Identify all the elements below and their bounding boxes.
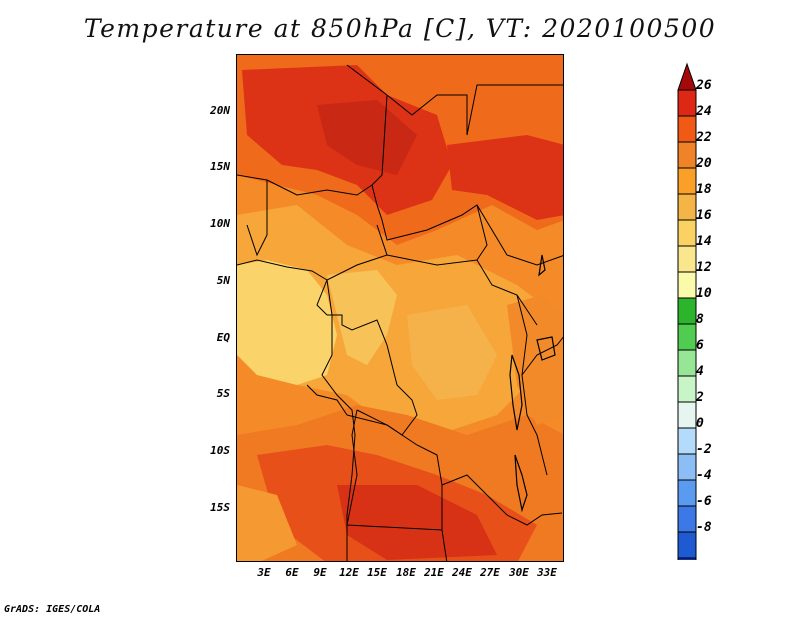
map-panel bbox=[236, 54, 564, 562]
lon-label-24e: 24E bbox=[452, 566, 472, 579]
colorbar-swatch bbox=[677, 115, 697, 143]
lon-label-18e: 18E bbox=[396, 566, 416, 579]
temp-south-core bbox=[337, 485, 497, 560]
colorbar-swatch bbox=[677, 453, 697, 481]
lon-label-33e: 33E bbox=[537, 566, 557, 579]
colorbar-label-2: 2 bbox=[696, 390, 704, 405]
lon-label-9e: 9E bbox=[313, 566, 327, 579]
colorbar-swatch bbox=[677, 375, 697, 403]
colorbar-swatch bbox=[677, 323, 697, 351]
colorbar-swatch bbox=[677, 557, 697, 560]
colorbar-swatch bbox=[677, 89, 697, 117]
colorbar-swatch bbox=[677, 271, 697, 299]
lat-label-5s: 5S bbox=[216, 387, 230, 400]
lon-label-15e: 15E bbox=[367, 566, 387, 579]
colorbar-swatch bbox=[677, 245, 697, 273]
colorbar-label-4: 4 bbox=[696, 364, 704, 379]
colorbar-label-12: 12 bbox=[696, 260, 712, 275]
lat-label-20n: 20N bbox=[210, 104, 230, 117]
lat-label-10n: 10N bbox=[210, 217, 230, 230]
lat-label-15s: 15S bbox=[210, 501, 230, 514]
colorbar-label-minus-8: -8 bbox=[696, 520, 712, 535]
country-borders bbox=[237, 64, 563, 561]
temperature-field bbox=[237, 55, 563, 561]
temp-coastal-cool bbox=[237, 260, 337, 385]
lon-label-6e: 6E bbox=[285, 566, 299, 579]
colorbar-swatch bbox=[677, 193, 697, 221]
colorbar-top-arrow bbox=[677, 62, 697, 91]
colorbar-swatch bbox=[677, 505, 697, 533]
colorbar-label-6: 6 bbox=[696, 338, 704, 353]
lat-label-eq: EQ bbox=[216, 331, 230, 344]
colorbar-label-minus-6: -6 bbox=[696, 494, 712, 509]
colorbar-swatch bbox=[677, 531, 697, 559]
lon-label-3e: 3E bbox=[257, 566, 271, 579]
lat-label-5n: 5N bbox=[216, 274, 230, 287]
colorbar-label-16: 16 bbox=[696, 208, 712, 223]
colorbar-swatch bbox=[677, 141, 697, 169]
colorbar-swatch bbox=[677, 219, 697, 247]
colorbar-label-22: 22 bbox=[696, 130, 712, 145]
colorbar-swatch bbox=[677, 401, 697, 429]
lon-label-30e: 30E bbox=[509, 566, 529, 579]
colorbar-label-18: 18 bbox=[696, 182, 712, 197]
lon-label-21e: 21E bbox=[424, 566, 444, 579]
colorbar-label-14: 14 bbox=[696, 234, 712, 249]
colorbar-label-0: 0 bbox=[696, 416, 704, 431]
colorbar-swatch bbox=[677, 479, 697, 507]
colorbar-label-20: 20 bbox=[696, 156, 712, 171]
temp-core-north bbox=[317, 100, 417, 175]
colorbar bbox=[677, 62, 697, 560]
temp-drc-warm bbox=[407, 305, 497, 400]
temp-core-northeast bbox=[447, 135, 563, 220]
colorbar-label-26: 26 bbox=[696, 78, 712, 93]
colorbar-label-24: 24 bbox=[696, 104, 712, 119]
colorbar-label-10: 10 bbox=[696, 286, 712, 301]
temp-congo-cool bbox=[327, 270, 397, 365]
lat-label-10s: 10S bbox=[210, 444, 230, 457]
coastline bbox=[237, 259, 356, 561]
temp-southwest-ocean bbox=[237, 485, 297, 561]
chart-title: Temperature at 850hPa [C], VT: 202010050… bbox=[83, 14, 717, 43]
colorbar-swatch bbox=[677, 297, 697, 325]
colorbar-label-8: 8 bbox=[696, 312, 704, 327]
lon-label-27e: 27E bbox=[480, 566, 500, 579]
lakes bbox=[509, 254, 556, 513]
lon-label-12e: 12E bbox=[339, 566, 359, 579]
colorbar-swatch bbox=[677, 167, 697, 195]
colorbar-label-minus-2: -2 bbox=[696, 442, 712, 457]
colorbar-swatch bbox=[677, 349, 697, 377]
colorbar-label-minus-4: -4 bbox=[696, 468, 712, 483]
colorbar-swatch bbox=[677, 427, 697, 455]
footer-credit: GrADS: IGES/COLA bbox=[4, 604, 101, 615]
lat-label-15n: 15N bbox=[210, 160, 230, 173]
